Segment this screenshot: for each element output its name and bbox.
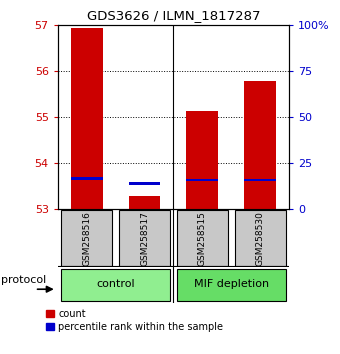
- Bar: [244, 81, 276, 209]
- Bar: [71, 177, 103, 179]
- Text: GSM258516: GSM258516: [82, 211, 91, 266]
- FancyBboxPatch shape: [119, 210, 170, 266]
- Text: GSM258515: GSM258515: [198, 211, 207, 266]
- Text: GSM258517: GSM258517: [140, 211, 149, 266]
- Bar: [186, 179, 218, 181]
- Legend: count, percentile rank within the sample: count, percentile rank within the sample: [46, 309, 223, 332]
- FancyBboxPatch shape: [177, 210, 228, 266]
- Title: GDS3626 / ILMN_1817287: GDS3626 / ILMN_1817287: [87, 9, 260, 22]
- FancyBboxPatch shape: [61, 269, 170, 301]
- FancyBboxPatch shape: [177, 269, 286, 301]
- Bar: [186, 111, 218, 209]
- Text: GSM258530: GSM258530: [256, 211, 265, 266]
- Bar: [129, 182, 160, 185]
- Text: MIF depletion: MIF depletion: [194, 279, 269, 289]
- Text: protocol: protocol: [1, 275, 46, 285]
- FancyBboxPatch shape: [235, 210, 286, 266]
- Bar: [244, 179, 276, 181]
- Text: control: control: [96, 279, 135, 289]
- Bar: [129, 196, 160, 209]
- Bar: [71, 28, 103, 209]
- FancyBboxPatch shape: [61, 210, 112, 266]
